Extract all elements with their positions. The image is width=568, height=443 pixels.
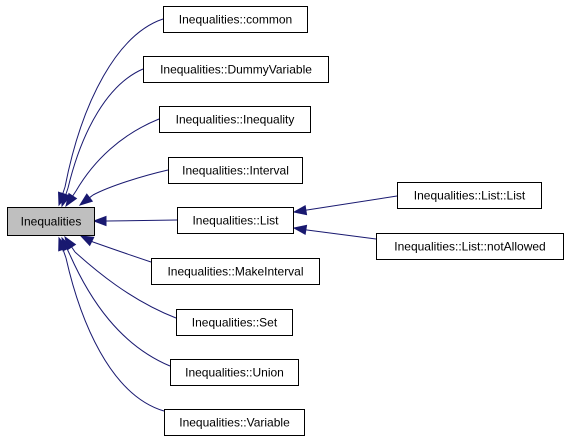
node-box — [170, 359, 299, 386]
node-label: Inequalities::Inequality — [176, 113, 295, 127]
node-makeinterval[interactable]: Inequalities::MakeInterval — [151, 258, 320, 285]
node-label: Inequalities::Set — [192, 316, 278, 330]
node-box — [168, 157, 303, 184]
node-interval[interactable]: Inequalities::Interval — [168, 157, 303, 184]
node-box — [143, 56, 329, 83]
node-box — [177, 207, 294, 234]
node-box — [151, 258, 320, 285]
node-inequality[interactable]: Inequalities::Inequality — [159, 106, 311, 133]
arrowhead-icon — [78, 193, 94, 206]
node-box — [397, 182, 542, 209]
edge-line — [306, 195, 398, 211]
node-box — [163, 6, 308, 33]
edge-line — [64, 18, 164, 188]
arrowhead-icon — [58, 236, 69, 252]
edge-line — [69, 254, 171, 367]
node-label: Inequalities::DummyVariable — [160, 63, 312, 77]
node-notallowed[interactable]: Inequalities::List::notAllowed — [376, 233, 564, 260]
node-union[interactable]: Inequalities::Union — [170, 359, 299, 386]
edge-dummy-to-root — [60, 68, 144, 208]
node-label: Inequalities::List::notAllowed — [394, 240, 545, 254]
edge-makeinterval-to-root — [79, 235, 152, 263]
nodes-group: Inequalities Inequalities::commonInequali… — [7, 6, 564, 436]
node-label: Inequalities::MakeInterval — [167, 265, 303, 279]
edge-line — [75, 118, 160, 192]
edge-inequality-to-root — [65, 118, 160, 208]
edge-line — [92, 241, 152, 263]
edges-group — [57, 18, 398, 412]
node-label: Inequalities::common — [179, 13, 292, 27]
node-variable[interactable]: Inequalities::Variable — [164, 409, 305, 436]
node-box — [164, 409, 305, 436]
edge-line — [65, 257, 165, 412]
node-label: Inequalities::Union — [185, 366, 284, 380]
edge-connector — [72, 190, 77, 197]
node-label: Inequalities — [21, 215, 82, 229]
edge-line — [67, 68, 144, 189]
arrowhead-icon — [79, 235, 95, 247]
edge-connector — [65, 187, 69, 195]
edge-interval-to-root — [78, 169, 169, 206]
edge-listlist-to-list — [292, 195, 398, 216]
node-box — [159, 106, 311, 133]
edge-connector — [62, 186, 66, 194]
edge-connector — [71, 246, 76, 253]
node-box — [376, 233, 564, 260]
edge-connector — [66, 248, 71, 256]
node-box — [7, 207, 95, 236]
node-label: Inequalities::Interval — [182, 164, 289, 178]
arrowhead-icon — [292, 204, 308, 216]
arrowhead-icon — [65, 192, 78, 208]
arrowhead-icon — [292, 224, 308, 236]
edge-list-to-root — [92, 215, 178, 227]
node-dummy[interactable]: Inequalities::DummyVariable — [143, 56, 329, 83]
edge-variable-to-root — [58, 236, 165, 412]
node-root[interactable]: Inequalities — [7, 207, 95, 236]
edge-notallowed-to-list — [292, 224, 377, 240]
edge-line — [106, 219, 178, 222]
edge-line — [92, 169, 169, 196]
edge-connector — [89, 194, 94, 199]
edge-connector — [62, 249, 67, 259]
node-label: Inequalities::List::List — [414, 189, 526, 203]
node-common[interactable]: Inequalities::common — [163, 6, 308, 33]
edge-common-to-root — [57, 18, 164, 207]
node-box — [176, 309, 293, 336]
edge-line — [74, 251, 177, 319]
edge-line — [306, 229, 377, 240]
node-label: Inequalities::List — [192, 214, 279, 228]
arrowhead-icon — [92, 215, 107, 227]
node-label: Inequalities::Variable — [179, 416, 290, 430]
node-set[interactable]: Inequalities::Set — [176, 309, 293, 336]
node-list[interactable]: Inequalities::List — [177, 207, 294, 234]
node-listlist[interactable]: Inequalities::List::List — [397, 182, 542, 209]
